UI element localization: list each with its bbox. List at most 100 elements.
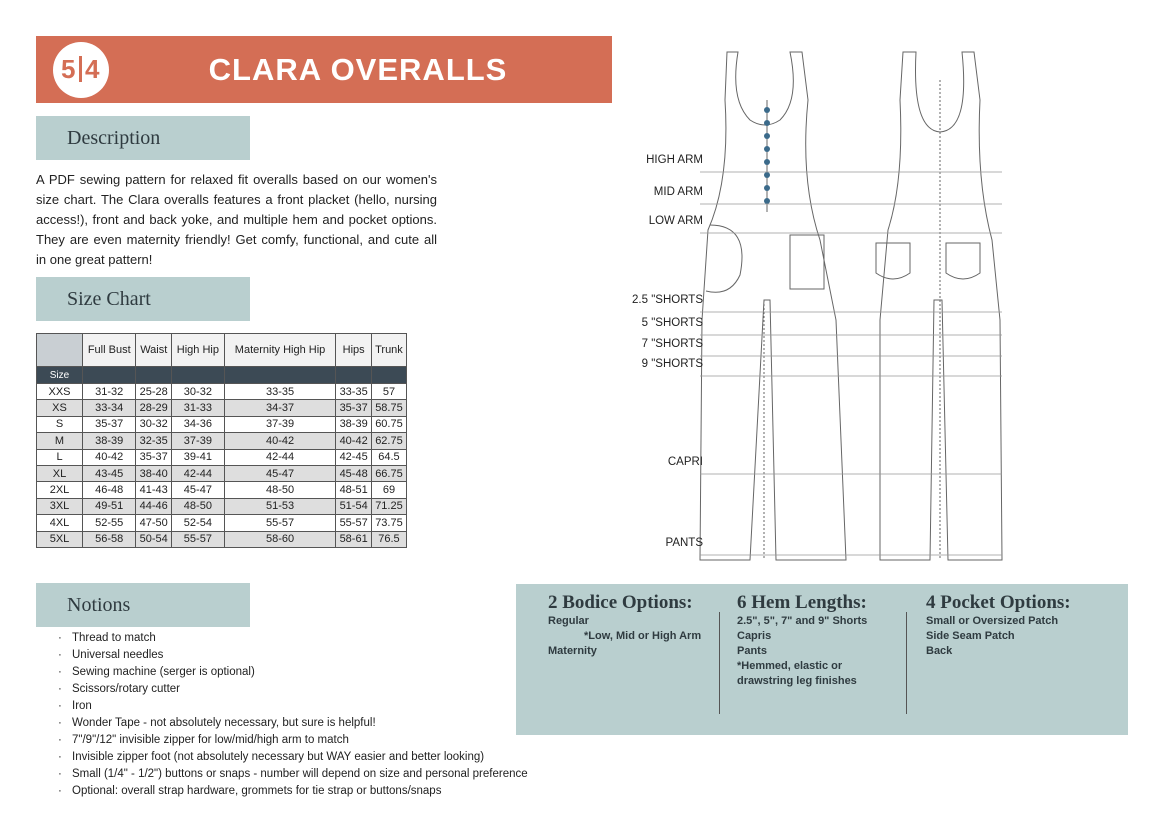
header-cell: Full Bust xyxy=(81,333,137,367)
option-heading: 6 Hem Lengths: xyxy=(737,592,867,613)
table-row: 2XL 46-48 41-43 45-47 48-50 48-51 69 xyxy=(36,481,408,499)
table-row: 5XL 56-58 50-54 55-57 58-60 58-61 76.5 xyxy=(36,530,408,548)
table-cell: 33-35 xyxy=(335,382,372,401)
options-panel xyxy=(516,584,1128,735)
size-cell xyxy=(335,366,372,384)
heading-text: Size Chart xyxy=(67,288,151,310)
front-outline xyxy=(699,51,847,561)
table-cell: 39-41 xyxy=(171,448,225,466)
table-cell: 48-51 xyxy=(335,481,372,499)
diagram-label: PANTS xyxy=(666,537,704,549)
header-cell: Waist xyxy=(135,333,173,367)
table-cell: 55-57 xyxy=(335,514,372,532)
table-cell: 4XL xyxy=(36,514,83,532)
logo-divider xyxy=(79,56,82,82)
table-cell: 45-47 xyxy=(171,481,225,499)
option-item: *Low, Mid or High Arm xyxy=(584,630,702,642)
table-cell: 40-42 xyxy=(81,448,137,466)
table-cell: 49-51 xyxy=(81,497,137,516)
header-bar: 5 4 CLARA OVERALLS xyxy=(36,36,612,103)
table-cell: 33-34 xyxy=(81,399,137,417)
table-cell: XL xyxy=(36,464,83,483)
header-cell: High Hip xyxy=(171,333,225,367)
table-cell: 32-35 xyxy=(135,432,173,450)
notion-item: 7"/9"/12" invisible zipper for low/mid/h… xyxy=(36,734,596,751)
table-cell: 25-28 xyxy=(135,382,173,401)
table-cell: 37-39 xyxy=(171,432,225,450)
heading-text: Notions xyxy=(67,594,131,616)
size-row: Size xyxy=(36,366,408,384)
table-cell: 31-33 xyxy=(171,399,225,417)
size-cell xyxy=(171,366,225,384)
section-heading: Notions xyxy=(36,583,250,627)
table-cell: XXS xyxy=(36,382,83,401)
table-cell: 62.75 xyxy=(370,432,408,450)
header-cell xyxy=(36,333,83,367)
table-row: 4XL 52-55 47-50 52-54 55-57 55-57 73.75 xyxy=(36,514,408,532)
table-cell: 35-37 xyxy=(335,399,372,417)
notion-item: Optional: overall strap hardware, gromme… xyxy=(36,785,596,802)
side-pocket xyxy=(705,224,743,293)
notion-item: Small (1/4" - 1/2") buttons or snaps - n… xyxy=(36,768,596,785)
table-cell: 52-54 xyxy=(171,514,225,532)
table-cell: 58-60 xyxy=(223,530,337,548)
table-cell: 43-45 xyxy=(81,464,137,483)
table-cell: 45-47 xyxy=(223,464,337,483)
table-cell: 40-42 xyxy=(335,432,372,450)
table-cell: 42-44 xyxy=(171,464,225,483)
divider xyxy=(906,612,907,714)
header-cell: Trunk xyxy=(370,333,408,367)
diagram-label: 9 "SHORTS xyxy=(642,358,704,370)
notion-item: Scissors/rotary cutter xyxy=(36,683,596,700)
table-cell: 57 xyxy=(370,382,408,401)
table-cell: 55-57 xyxy=(171,530,225,548)
title: CLARA OVERALLS xyxy=(208,52,508,87)
table-cell: XS xyxy=(36,399,83,417)
table-cell: 56-58 xyxy=(81,530,137,548)
option-heading: 4 Pocket Options: xyxy=(926,592,1071,613)
table-cell: 5XL xyxy=(36,530,83,548)
back-pockets xyxy=(875,242,981,280)
option-item: 2.5", 5", 7" and 9" Shorts xyxy=(737,615,868,627)
table-cell: 60.75 xyxy=(370,415,408,434)
table-row: 3XL 49-51 44-46 48-50 51-53 51-54 71.25 xyxy=(36,497,408,516)
size-cell xyxy=(223,366,337,384)
table-cell: 41-43 xyxy=(135,481,173,499)
size-label: Size xyxy=(36,366,83,384)
table-cell: 31-32 xyxy=(81,382,137,401)
table-cell: 47-50 xyxy=(135,514,173,532)
table-cell: 30-32 xyxy=(135,415,173,434)
option-item: Capris xyxy=(737,630,772,642)
table-cell: 58-61 xyxy=(335,530,372,548)
table-cell: 38-39 xyxy=(81,432,137,450)
option-column: 4 Pocket Options: Small or Oversized Patc… xyxy=(926,592,1096,659)
table-cell: S xyxy=(36,415,83,434)
notion-item: Wonder Tape - not absolutely necessary, … xyxy=(36,717,596,734)
section-heading: Description xyxy=(36,116,250,160)
table-row: L 40-42 35-37 39-41 42-44 42-45 64.5 xyxy=(36,448,408,466)
option-item: Maternity xyxy=(548,645,597,657)
table-cell: 42-45 xyxy=(335,448,372,466)
table-cell: 42-44 xyxy=(223,448,337,466)
table-cell: 44-46 xyxy=(135,497,173,516)
table-cell: 37-39 xyxy=(223,415,337,434)
header-row: Full Bust Waist High Hip Maternity High Hip… xyxy=(36,333,408,367)
table-cell: 51-53 xyxy=(223,497,337,516)
table-cell: 3XL xyxy=(36,497,83,516)
table-cell: 34-37 xyxy=(223,399,337,417)
section-heading: Size Chart xyxy=(36,277,250,321)
table-cell: 34-36 xyxy=(171,415,225,434)
table-cell: 55-57 xyxy=(223,514,337,532)
option-column: 6 Hem Lengths: 2.5", 5", 7" and 9" Shorts… xyxy=(737,592,907,689)
header-cell: Maternity High Hip xyxy=(223,333,337,367)
table-cell: 40-42 xyxy=(223,432,337,450)
diagram-label: CAPRI xyxy=(668,456,703,468)
divider xyxy=(719,612,720,714)
diagram-label: LOW ARM xyxy=(649,215,703,227)
header-cell: Hips xyxy=(335,333,372,367)
table-row: S 35-37 30-32 34-36 37-39 38-39 60.75 xyxy=(36,415,408,434)
option-heading: 2 Bodice Options: xyxy=(548,592,693,613)
notion-item: Thread to match xyxy=(36,632,596,649)
